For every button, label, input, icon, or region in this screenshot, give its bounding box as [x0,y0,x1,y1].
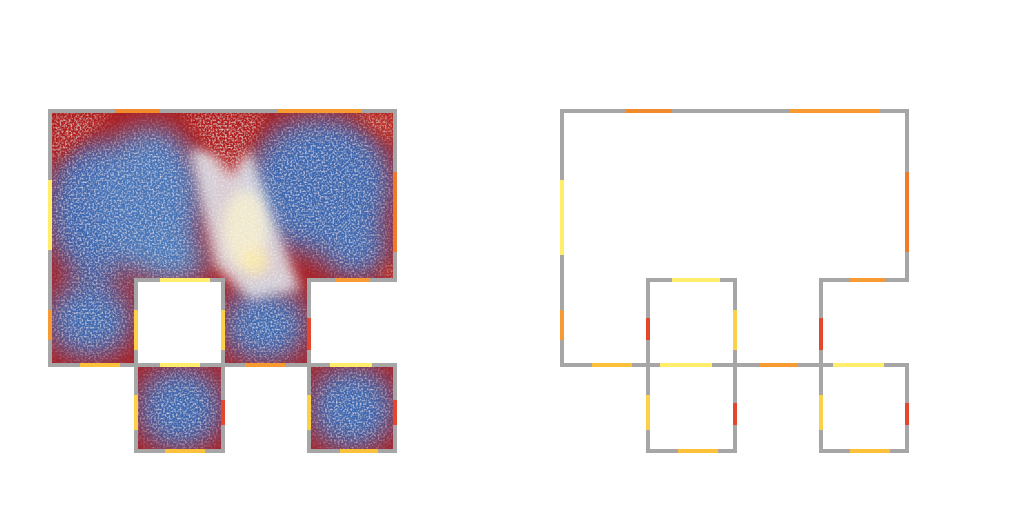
heatmap-panel [48,109,397,453]
doors-panel [560,109,909,453]
heatmap-doors [48,109,397,453]
heatmap-density [51,112,394,450]
floorplan-doors [560,109,909,453]
